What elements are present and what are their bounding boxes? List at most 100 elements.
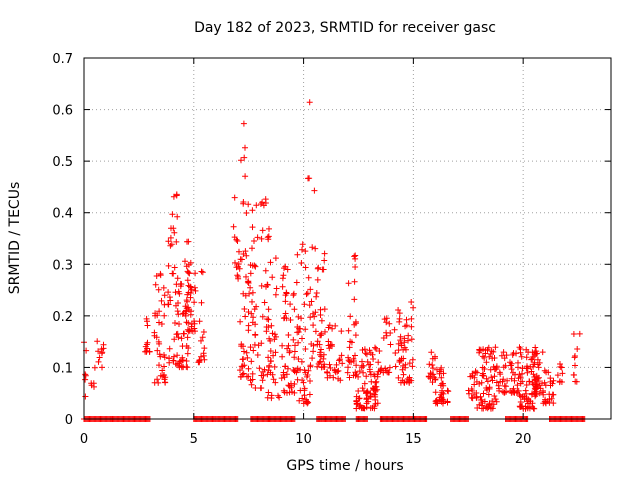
data-point xyxy=(350,355,357,362)
data-point xyxy=(256,365,263,372)
data-point xyxy=(299,241,306,248)
data-point xyxy=(326,361,333,368)
data-point xyxy=(532,381,538,388)
data-point xyxy=(367,349,374,356)
data-point xyxy=(426,361,433,368)
data-point xyxy=(432,400,439,407)
data-point xyxy=(519,393,526,400)
data-point xyxy=(367,368,373,375)
data-point xyxy=(174,308,181,315)
data-point xyxy=(304,372,311,378)
data-point xyxy=(170,270,177,277)
data-point xyxy=(240,370,247,377)
x-tick-label: 5 xyxy=(190,432,198,447)
data-point xyxy=(396,315,403,322)
data-point xyxy=(291,354,298,361)
data-point xyxy=(316,341,323,348)
data-point xyxy=(270,376,277,383)
data-point xyxy=(294,251,301,258)
data-point xyxy=(336,357,343,364)
data-point xyxy=(354,400,361,407)
data-point xyxy=(265,233,272,240)
data-point xyxy=(309,244,316,251)
data-point xyxy=(271,331,278,338)
data-point xyxy=(240,200,247,207)
data-point xyxy=(144,318,150,325)
data-point xyxy=(474,369,481,376)
data-point xyxy=(429,379,436,386)
data-point xyxy=(311,313,318,320)
data-point xyxy=(263,328,270,335)
data-point xyxy=(171,264,178,271)
data-point xyxy=(317,351,323,358)
data-point xyxy=(332,322,339,329)
data-point xyxy=(261,366,268,373)
data-point xyxy=(286,348,293,354)
data-point xyxy=(305,367,312,374)
data-point xyxy=(161,372,168,379)
data-point xyxy=(291,381,298,387)
data-point xyxy=(306,99,313,106)
data-point xyxy=(249,245,255,252)
data-point xyxy=(158,321,165,327)
data-point xyxy=(294,329,301,336)
y-tick-label: 0.7 xyxy=(52,52,73,67)
data-point xyxy=(478,402,485,409)
data-point xyxy=(242,173,249,180)
data-point xyxy=(251,306,258,313)
data-point xyxy=(539,349,546,356)
data-point xyxy=(291,306,298,313)
data-point xyxy=(294,367,301,374)
data-point xyxy=(252,331,259,338)
data-point xyxy=(285,332,292,338)
data-point xyxy=(529,379,536,386)
data-point xyxy=(576,330,583,337)
data-point xyxy=(489,377,496,384)
data-point xyxy=(316,359,323,366)
data-point xyxy=(509,351,516,358)
y-tick-label: 0.5 xyxy=(52,155,73,170)
data-point xyxy=(511,377,518,384)
data-point xyxy=(497,371,504,378)
data-point xyxy=(192,287,199,294)
data-point xyxy=(159,367,166,374)
data-point xyxy=(285,342,292,349)
data-point xyxy=(351,253,358,260)
data-point xyxy=(251,238,257,244)
data-point xyxy=(290,290,297,297)
data-point xyxy=(324,369,331,376)
data-point xyxy=(380,369,387,376)
data-point xyxy=(432,376,439,383)
data-point xyxy=(278,375,285,382)
data-point xyxy=(307,286,314,293)
data-point xyxy=(345,357,352,364)
data-point xyxy=(181,330,188,337)
data-point xyxy=(94,338,101,345)
data-point xyxy=(96,354,103,361)
data-point xyxy=(182,303,189,310)
data-point xyxy=(198,353,204,360)
y-tick-label: 0.2 xyxy=(52,310,73,325)
data-point xyxy=(397,333,404,340)
data-point xyxy=(282,298,289,305)
data-point xyxy=(234,238,241,244)
data-point xyxy=(528,368,535,375)
data-point xyxy=(321,364,328,370)
data-point xyxy=(170,193,177,200)
data-point xyxy=(295,339,302,346)
data-point xyxy=(264,282,271,288)
data-point xyxy=(170,357,177,364)
data-point xyxy=(187,259,194,266)
x-tick-label: 20 xyxy=(515,432,532,447)
data-point xyxy=(248,381,255,388)
data-point xyxy=(268,395,275,402)
data-point xyxy=(352,252,359,259)
data-point xyxy=(531,359,538,366)
data-point xyxy=(403,346,409,353)
data-point xyxy=(363,396,370,403)
data-point xyxy=(484,378,491,385)
data-point xyxy=(264,234,271,241)
data-point xyxy=(270,352,277,359)
data-point xyxy=(195,359,202,366)
data-point xyxy=(351,296,358,303)
